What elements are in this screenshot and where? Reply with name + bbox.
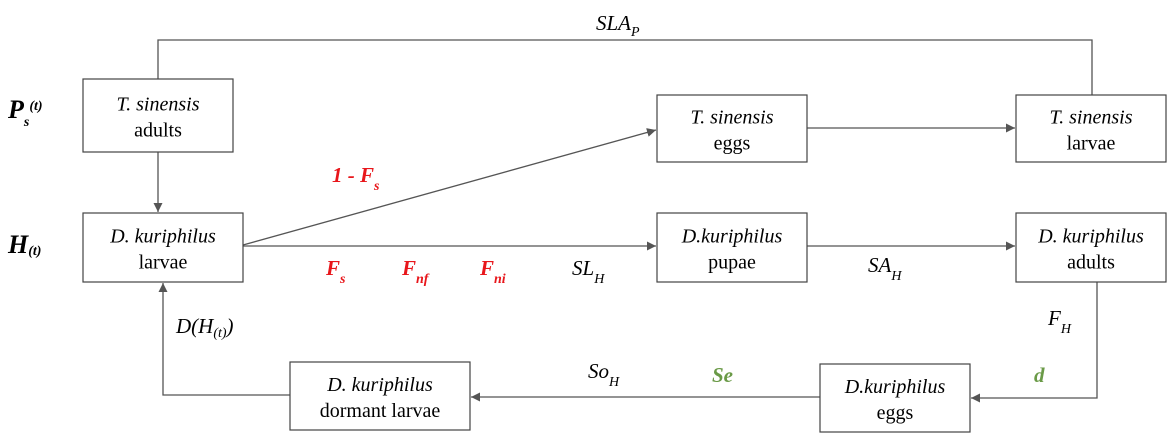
edge-label: d [1034, 363, 1045, 387]
node: T. sinensis adults [82, 78, 234, 153]
node-text: eggs [877, 402, 914, 424]
edges [153, 39, 1098, 403]
node-text: eggs [714, 133, 751, 155]
edge-label: Se [712, 363, 733, 387]
node: D. kuriphilus dormant larvae [289, 361, 471, 431]
node-box [289, 361, 471, 431]
row-labels: Ps(t) H(t) [7, 95, 43, 259]
node-text: adults [134, 120, 182, 142]
node: D.kuriphilus pupae [656, 212, 808, 283]
node: D. kuriphilus adults [1015, 212, 1167, 283]
node-text: D. kuriphilus [1037, 226, 1144, 248]
node-box [82, 78, 234, 153]
node-text: dormant larvae [320, 400, 441, 422]
node-box [819, 363, 971, 433]
edge-label: SLH [572, 256, 605, 287]
edge-label: Fnf [401, 256, 430, 287]
node-text: adults [1067, 252, 1115, 274]
node-box [1015, 212, 1167, 283]
edge [157, 39, 1093, 95]
node-text: larvae [139, 252, 188, 274]
node-text: D. kuriphilus [326, 374, 433, 396]
edge-label: SAH [868, 253, 902, 284]
edge-label: 1 - Fs [332, 163, 380, 194]
node-text: larvae [1067, 133, 1116, 155]
node: T. sinensis eggs [656, 94, 808, 163]
row-label: H(t) [7, 230, 41, 259]
edge-label: SLAP [596, 11, 640, 40]
node-text: D.kuriphilus [681, 226, 783, 248]
edge-labels: SLAP 1 - Fs Fs Fnf Fni SLH SAH D(H(t)) F… [175, 11, 1072, 390]
edge-label: FH [1047, 306, 1072, 337]
node-box [1015, 94, 1167, 163]
node-text: T. sinensis [1050, 107, 1133, 129]
edge [242, 128, 657, 246]
edge-label: SoH [588, 359, 620, 390]
node: D.kuriphilus eggs [819, 363, 971, 433]
node-text: T. sinensis [691, 107, 774, 129]
node-text: pupae [708, 252, 756, 274]
node-box [82, 212, 244, 283]
node: T. sinensis larvae [1015, 94, 1167, 163]
edge [158, 283, 290, 396]
edge [971, 282, 1098, 403]
node-text: D.kuriphilus [844, 376, 946, 398]
row-label: Ps(t) [7, 95, 43, 130]
node-box [656, 212, 808, 283]
edge-label: D(H(t)) [175, 314, 234, 341]
edge-label: Fs [325, 256, 346, 287]
edge-label: Fni [479, 256, 506, 287]
node: D. kuriphilus larvae [82, 212, 244, 283]
node-text: T. sinensis [117, 94, 200, 116]
node-text: D. kuriphilus [109, 226, 216, 248]
node-box [656, 94, 808, 163]
